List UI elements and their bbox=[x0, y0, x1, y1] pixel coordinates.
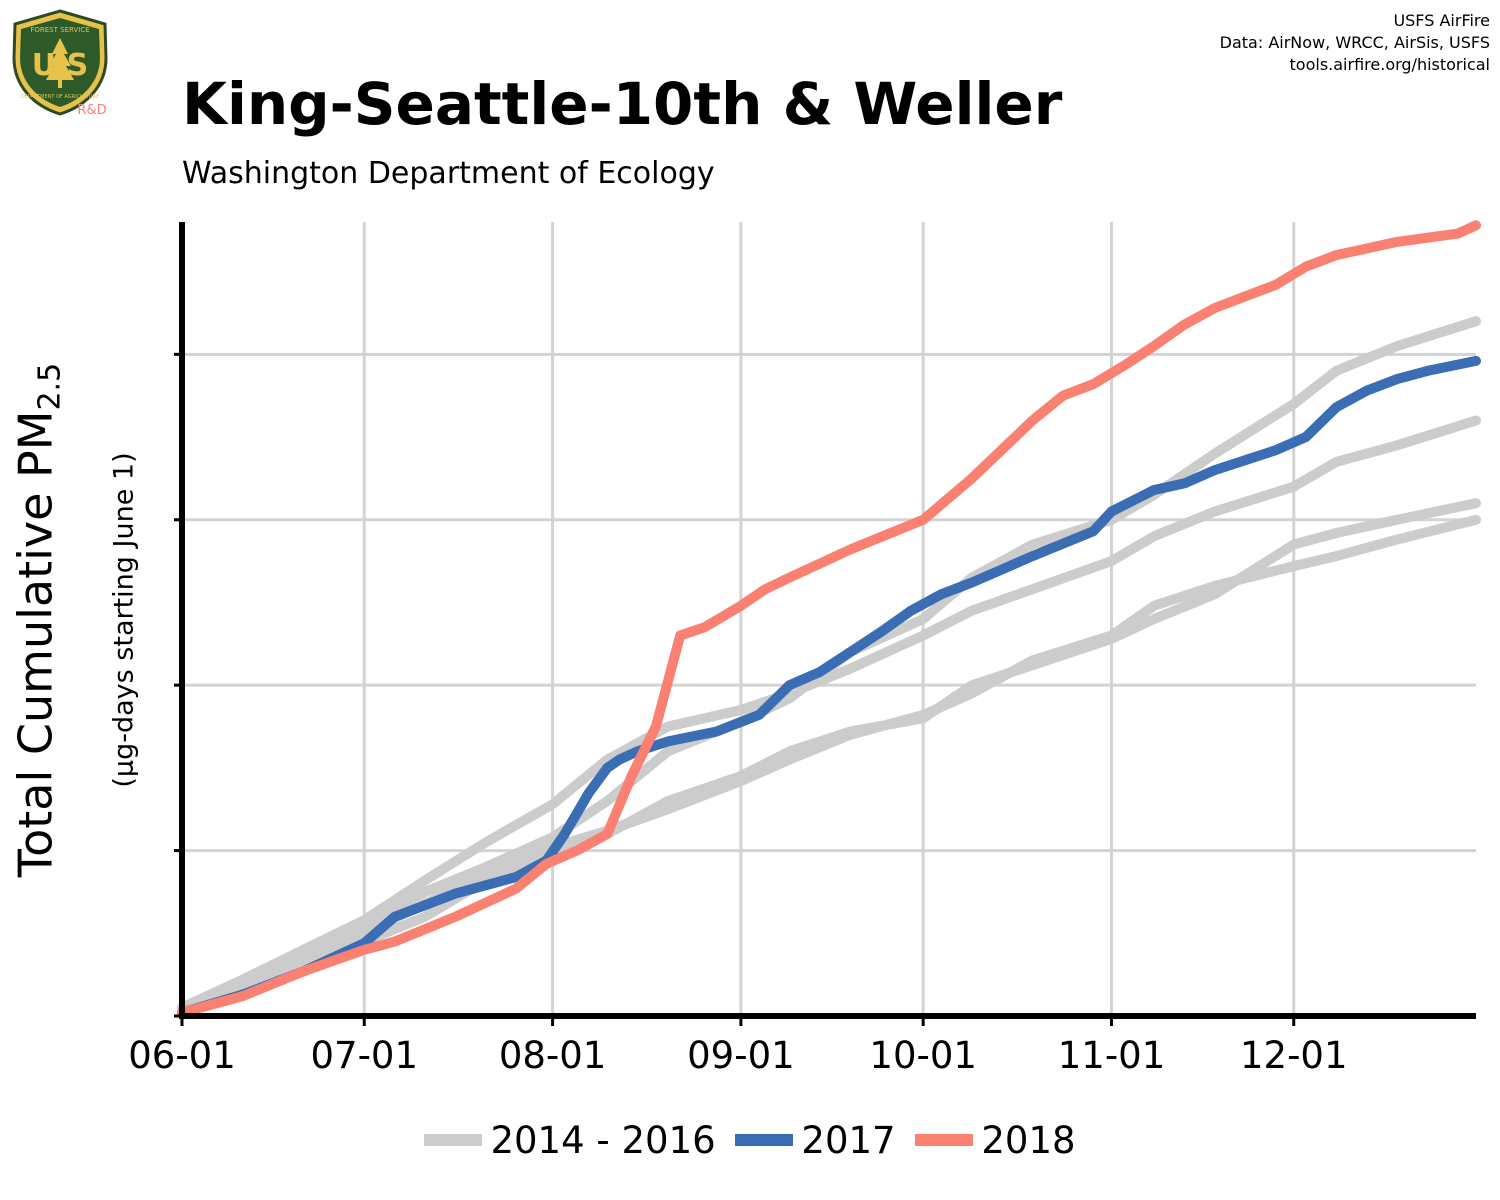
x-tick-label-2: 08-01 bbox=[499, 1034, 607, 1077]
credit-line-2: Data: AirNow, WRCC, AirSis, USFS bbox=[1219, 33, 1490, 52]
x-tick-label-5: 11-01 bbox=[1058, 1034, 1166, 1077]
chart-plot: 06-01 07-01 08-01 09-01 10-01 11-01 12-01 bbox=[128, 220, 1481, 1077]
legend-item-2017: 2017 bbox=[735, 1118, 896, 1162]
legend-swatch-blue bbox=[735, 1134, 794, 1146]
logo-top-text: FOREST SERVICE bbox=[30, 26, 89, 34]
series-lines bbox=[177, 220, 1481, 1018]
legend-swatch-salmon bbox=[915, 1134, 974, 1146]
legend-swatch-gray bbox=[424, 1134, 483, 1146]
legend-item-2014-2016: 2014 - 2016 bbox=[424, 1118, 716, 1162]
series-line-4 bbox=[177, 355, 1481, 1018]
x-tick-label-4: 10-01 bbox=[869, 1034, 977, 1077]
legend-label-2014-2016: 2014 - 2016 bbox=[490, 1118, 716, 1162]
legend-label-2017: 2017 bbox=[801, 1118, 896, 1162]
x-ticks: 06-01 07-01 08-01 09-01 10-01 11-01 12-01 bbox=[128, 1034, 1347, 1077]
series-line-5 bbox=[177, 220, 1481, 1018]
chart-subtitle: Washington Department of Ecology bbox=[182, 156, 715, 191]
x-tick-label-3: 09-01 bbox=[687, 1034, 795, 1077]
logo-bottom-text: DEPARTMENT OF AGRICULTURE bbox=[21, 94, 99, 100]
credit-line-3: tools.airfire.org/historical bbox=[1289, 55, 1490, 74]
x-tick-label-6: 12-01 bbox=[1240, 1034, 1348, 1077]
x-tick-label-1: 07-01 bbox=[310, 1034, 418, 1077]
x-tick-label-0: 06-01 bbox=[128, 1034, 236, 1077]
grid bbox=[182, 222, 1476, 1016]
series-line-3 bbox=[177, 498, 1481, 1018]
legend: 2014 - 2016 2017 2018 bbox=[0, 1112, 1500, 1162]
credits: USFS AirFire Data: AirNow, WRCC, AirSis,… bbox=[1220, 10, 1490, 76]
chart-title: King-Seattle-10th & Weller bbox=[182, 70, 1063, 138]
usfs-shield-icon: FOREST SERVICE U S DEPARTMENT OF AGRICUL… bbox=[12, 9, 108, 118]
legend-item-2018: 2018 bbox=[915, 1118, 1076, 1162]
logo-rd-tag: R&D bbox=[77, 103, 106, 118]
credit-line-1: USFS AirFire bbox=[1393, 11, 1490, 30]
axes bbox=[174, 222, 1476, 1026]
legend-label-2018: 2018 bbox=[981, 1118, 1076, 1162]
usfs-logo: FOREST SERVICE U S DEPARTMENT OF AGRICUL… bbox=[8, 8, 112, 118]
